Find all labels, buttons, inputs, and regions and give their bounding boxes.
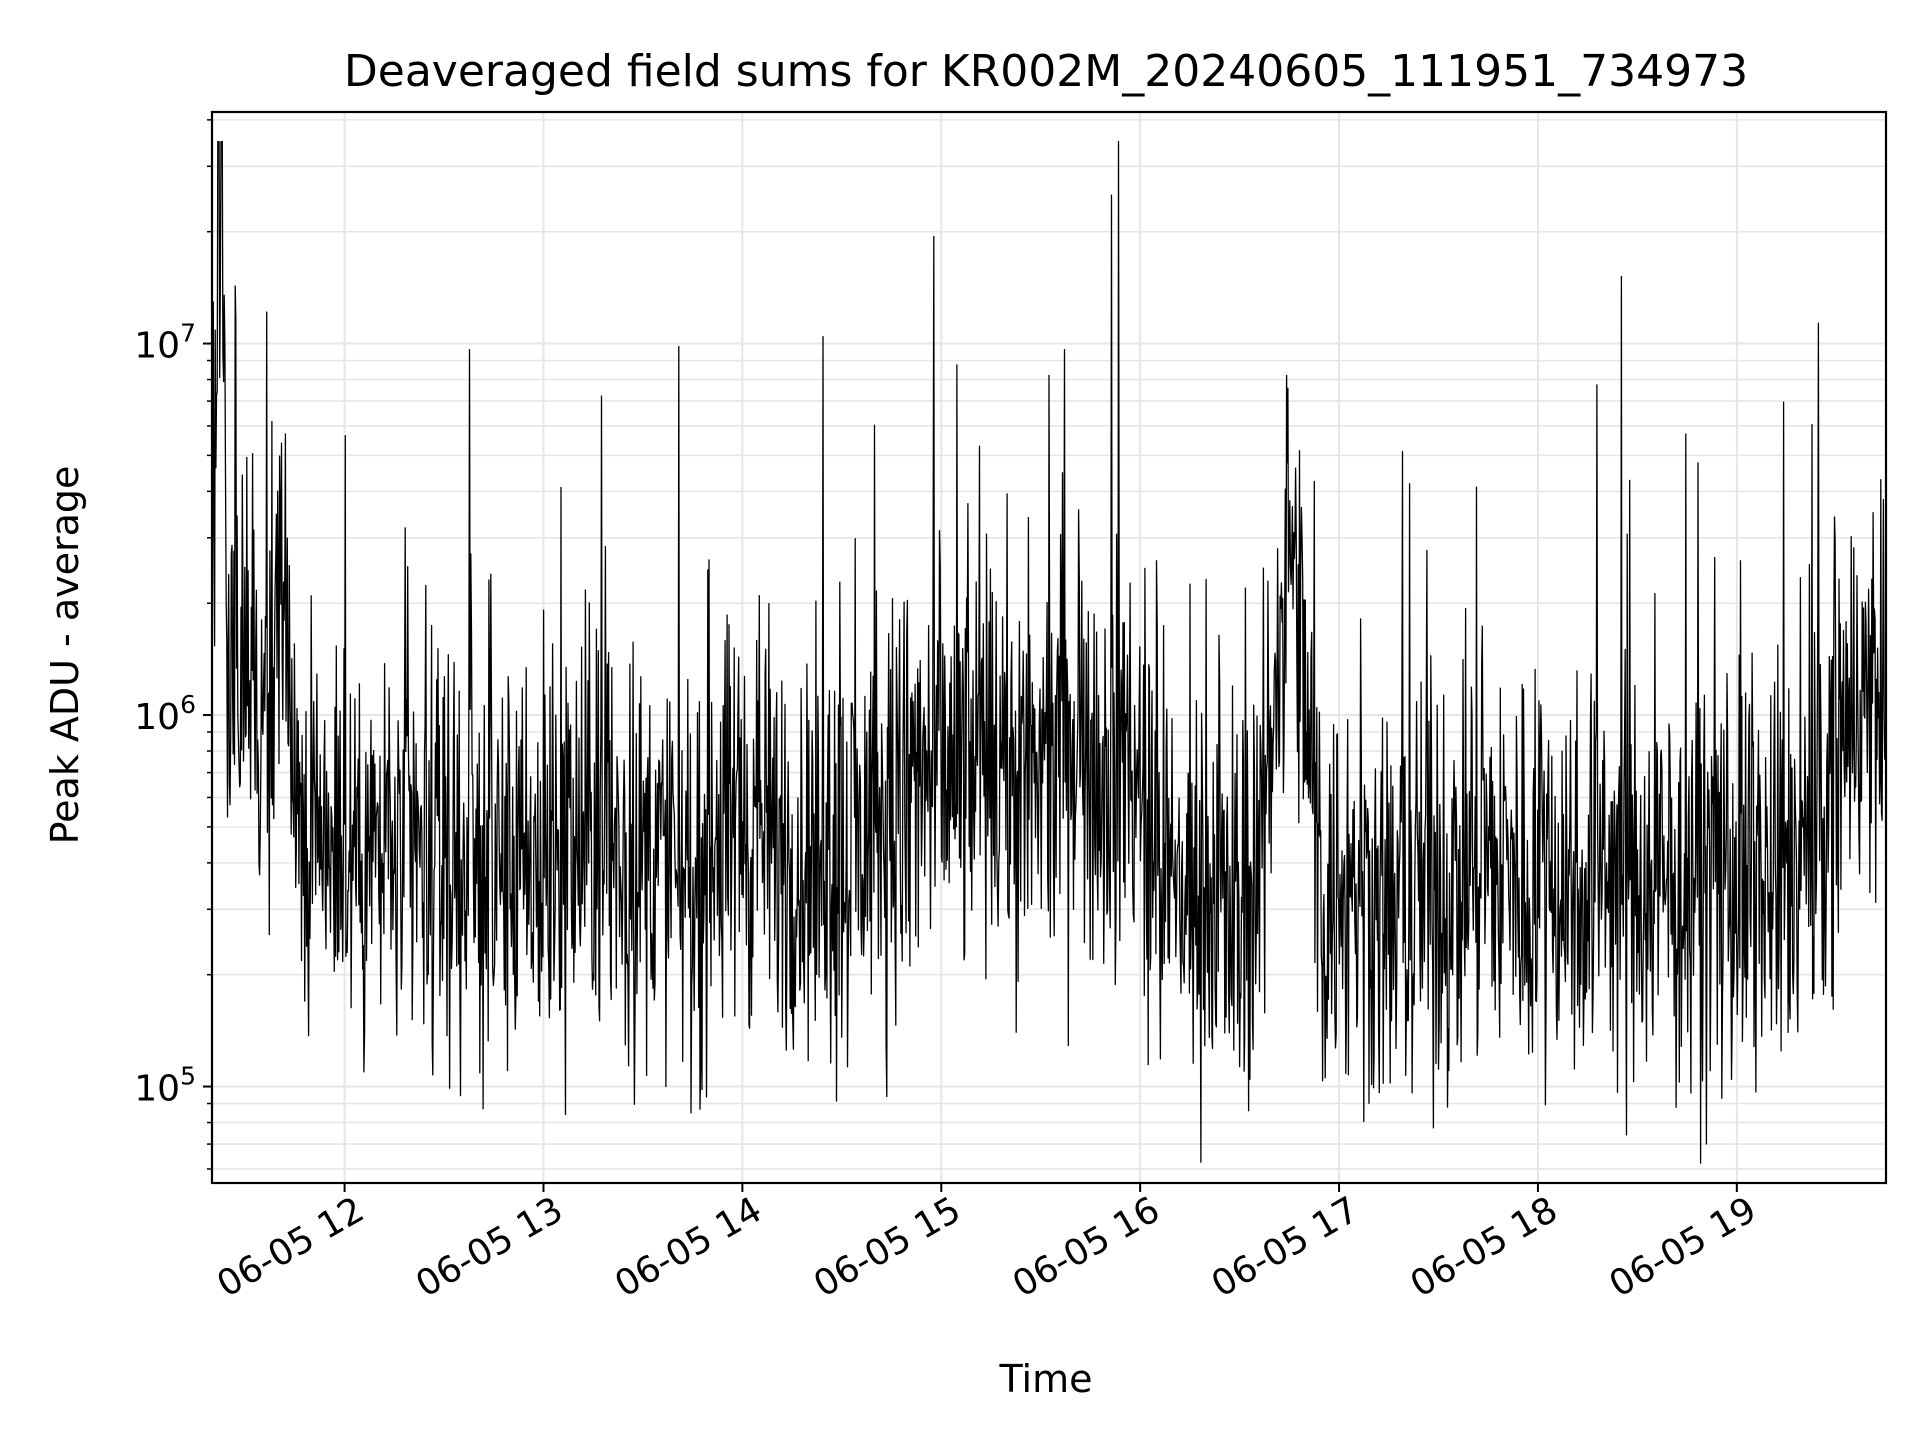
y-tick-label: 105	[134, 1062, 196, 1110]
y-tick-label: 106	[134, 690, 196, 738]
y-tick-label: 107	[134, 319, 196, 367]
y-axis-label: Peak ADU - average	[43, 466, 87, 845]
chart-title: Deaveraged field sums for KR002M_2024060…	[344, 46, 1748, 97]
plot-frame	[210, 110, 1888, 1185]
x-axis-label: Time	[999, 1357, 1093, 1401]
series-line	[211, 141, 1887, 1164]
y-axis: 105 106 107	[134, 119, 212, 1170]
series-layer	[211, 141, 1887, 1164]
